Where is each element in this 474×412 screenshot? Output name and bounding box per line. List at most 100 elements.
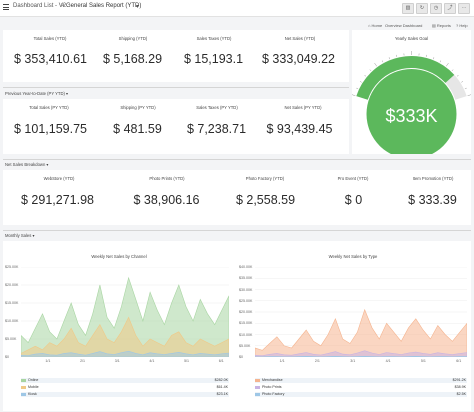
kpi-net-sales-label: Net Sales (YTD): [284, 36, 316, 41]
kpi-shipping-label: Shipping (YTD): [118, 36, 148, 41]
x-tick-label: 6/1: [218, 359, 224, 363]
home-icon: ⌂: [368, 23, 372, 28]
legend-item[interactable]: Photo Factory $2.5K: [255, 392, 467, 397]
more-icon[interactable]: ⋯: [458, 3, 470, 14]
legend-label: Online: [28, 378, 39, 382]
help-icon: ?: [456, 23, 460, 28]
y-tick-label: $20.00K: [239, 310, 253, 314]
refresh-icon[interactable]: ↻: [416, 3, 428, 14]
legend-item[interactable]: Mobile $61.4K: [21, 385, 229, 390]
legend-swatch: [255, 385, 260, 389]
share-icon[interactable]: ⤴: [444, 3, 456, 14]
y-tick-label: $10.00K: [5, 319, 19, 323]
legend-item[interactable]: Kiosk $23.1K: [21, 392, 229, 397]
chart2-title: Weekly Net Sales by Type: [328, 254, 378, 259]
breadcrumb-dropdown-icon[interactable]: ▾: [136, 4, 140, 10]
kpi-photo-prints-value: $ 38,906.16: [133, 193, 200, 207]
x-tick-label: 4/1: [149, 359, 155, 363]
legend-label: Mobile: [28, 385, 39, 389]
kpi-panel-breakdown: WebStore (YTD) $ 291,271.98 Photo Prints…: [3, 170, 471, 225]
gauge-tick: [445, 62, 449, 67]
kpi-py-sales-taxes-label: Sales Taxes (PY YTD): [196, 105, 238, 110]
kpi-pro-event-value: $ 0: [344, 193, 363, 207]
y-tick-label: $15.00K: [239, 321, 253, 326]
kpi-webstore-label: WebStore (YTD): [43, 176, 75, 181]
monthly-sales-panel: Weekly Net Sales by Channel $25.00K $20.0…: [3, 241, 471, 411]
legend-item[interactable]: Merchandise $291.2K: [255, 378, 467, 383]
gauge-tick: [432, 57, 435, 60]
kpi-py-shipping-value: $ 481.59: [113, 122, 162, 136]
y-tick-label: $30.00K: [239, 287, 253, 292]
kpi-panel-py-ytd: Total Sales (PY YTD) $ 101,159.75 Shippi…: [3, 99, 349, 154]
section-divider: [3, 159, 471, 160]
kpi-py-sales-taxes-value: $ 7,238.71: [186, 122, 247, 136]
kpi-py-total-sales-value: $ 101,159.75: [14, 122, 87, 136]
gauge-chart: $333K: [352, 51, 471, 154]
y-tick-label: $5.00K: [5, 337, 17, 341]
x-tick-label: 4/1: [385, 359, 391, 363]
kpi-sales-taxes-value: $ 15,193.1: [183, 52, 244, 66]
kpi-photo-factory-value: $ 2,558.59: [235, 193, 296, 207]
nav-overview[interactable]: Overview Dashboard: [385, 23, 423, 28]
nav-help[interactable]: ? Help: [456, 23, 468, 28]
series-area-photo-factory: [255, 355, 467, 357]
legend-label: Kiosk: [28, 392, 37, 396]
x-tick-label: 5/1: [420, 359, 426, 363]
gauge-tick: [439, 60, 442, 63]
legend-value: $23.1K: [216, 392, 228, 396]
x-tick-label: 1/1: [279, 359, 285, 363]
section-monthly-sales[interactable]: Monthly Sales ▾: [5, 233, 35, 238]
legend-label: Merchandise: [262, 378, 283, 382]
y-tick-label: $15.00K: [5, 301, 19, 305]
legend-value: $291.2K: [452, 378, 466, 382]
gauge-tick: [381, 60, 384, 63]
legend-value: $2.5K: [456, 392, 466, 396]
gauge-tick: [456, 74, 459, 77]
series-area-photo-prints: [255, 350, 467, 357]
breadcrumb-parent[interactable]: Dashboard List - V2: [13, 3, 67, 9]
chart-icon[interactable]: ▥: [402, 3, 414, 14]
gauge-tick: [451, 69, 454, 72]
kpi-py-net-sales-label: Net Sales (PY YTD): [284, 105, 322, 110]
kpi-webstore-value: $ 291,271.98: [21, 193, 94, 207]
kpi-total-sales-label: Total Sales (YTD): [33, 36, 67, 41]
gauge-value: $333K: [385, 106, 437, 126]
kpi-panel-ytd: Total Sales (YTD) $ 353,410.61 Shipping …: [3, 30, 349, 82]
gauge-tick: [388, 57, 391, 60]
y-tick-label: $25.00K: [239, 298, 253, 303]
clock-icon[interactable]: ◷: [430, 3, 442, 14]
x-tick-label: 3/1: [114, 359, 120, 363]
kpi-item-promotion-value: $ 333.39: [408, 193, 457, 207]
top-bar: Dashboard List - V2 > General Sales Repo…: [0, 0, 474, 17]
legend-swatch: [255, 378, 260, 382]
gauge-panel: Yearly Sales Goal $333K: [352, 30, 471, 154]
series-area-mobile: [21, 316, 229, 357]
x-tick-label: 3/1: [350, 359, 356, 363]
gauge-tick: [359, 81, 362, 83]
gauge-fill: [356, 56, 455, 100]
kpi-shipping-value: $ 5,168.29: [102, 52, 163, 66]
chart1-title: Weekly Net Sales by Channel: [91, 254, 147, 259]
gauge-tick: [374, 62, 378, 67]
section-divider: [3, 87, 349, 88]
gauge-tick: [467, 94, 471, 97]
menu-icon[interactable]: [3, 4, 9, 10]
y-tick-label: $10.00K: [239, 332, 253, 337]
gauge-tick: [364, 74, 367, 77]
legend-item[interactable]: Photo Prints $38.9K: [255, 385, 467, 390]
legend-item[interactable]: Online $282.0K: [21, 378, 229, 383]
kpi-py-total-sales-label: Total Sales (PY YTD): [29, 105, 69, 110]
gauge-tick: [352, 94, 356, 97]
section-divider: [3, 230, 471, 231]
section-net-sales-breakdown[interactable]: Net Sales Breakdown ▾: [5, 162, 49, 167]
legend-value: $282.0K: [214, 378, 228, 382]
legend-value: $61.4K: [216, 385, 228, 389]
section-previous-ytd[interactable]: Previous Year-to-Date (PY YTD) ▾: [5, 91, 69, 96]
y-tick-label: $40.00K: [239, 265, 253, 269]
nav-home[interactable]: ⌂ Home: [368, 23, 383, 28]
nav-reports[interactable]: ▤ Reports: [432, 23, 451, 28]
kpi-sales-taxes-label: Sales Taxes (YTD): [196, 36, 232, 41]
reports-icon: ▤: [432, 23, 437, 28]
x-tick-label: 2/1: [80, 359, 86, 363]
y-tick-label: $0: [239, 355, 243, 359]
